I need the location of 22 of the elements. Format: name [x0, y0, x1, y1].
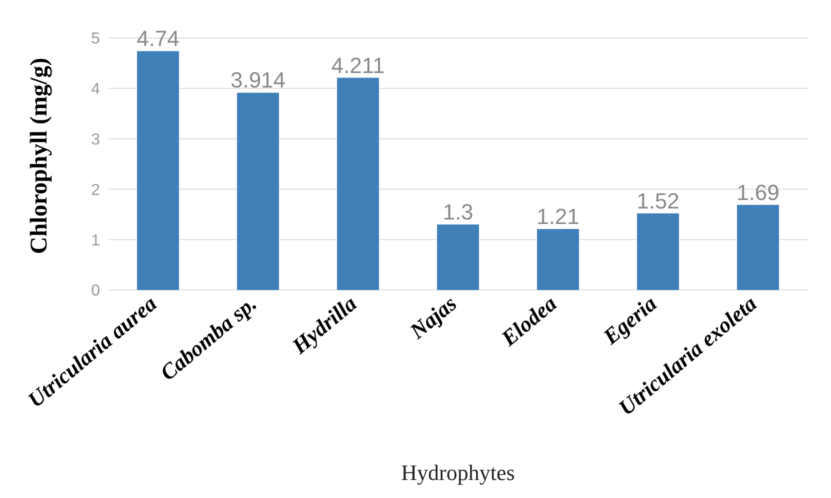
bar — [737, 204, 779, 290]
bar — [237, 92, 279, 290]
data-label: 3.914 — [230, 68, 286, 93]
y-tick-label: 0 — [91, 282, 100, 300]
y-axis-title: Chlorophyll (mg/g) — [26, 58, 53, 254]
y-tick-label: 5 — [91, 30, 100, 48]
data-label: 1.69 — [736, 180, 780, 205]
y-tick-label: 2 — [91, 182, 100, 199]
y-tick-label: 1 — [91, 232, 100, 250]
bar — [637, 213, 679, 290]
bar — [337, 78, 379, 290]
bar — [537, 229, 579, 290]
data-label: 4.74 — [136, 26, 180, 52]
data-label: 4.211 — [331, 52, 385, 78]
data-label: 1.52 — [636, 188, 680, 214]
y-tick-label: 3 — [91, 131, 100, 148]
data-label: 1.3 — [442, 199, 474, 224]
bar — [137, 51, 179, 290]
x-axis-title: Hydrophytes — [401, 460, 515, 485]
y-tick-label: 4 — [91, 81, 100, 98]
bar — [437, 224, 479, 290]
data-label: 1.21 — [536, 204, 580, 230]
